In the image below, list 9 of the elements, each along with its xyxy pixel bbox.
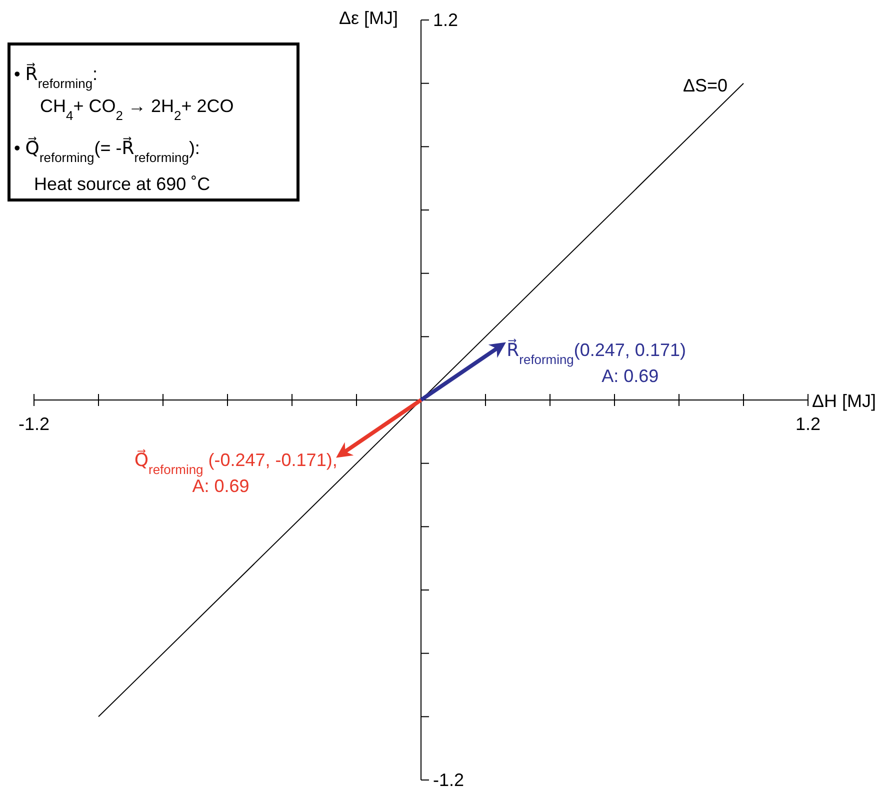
annotation: • Q⃗$_{reforming}$(= -R⃗$_{reforming}$): xyxy=(14,136,200,164)
annotation: Heat source at 690 ˚C xyxy=(34,174,210,194)
annotation: ΔS=0 xyxy=(682,75,728,96)
x-axis-title: ΔH [MJ] xyxy=(812,391,876,411)
annotation: • R⃗$_{reforming}$: xyxy=(14,62,98,90)
annotation: R⃗$_{reforming}$(0.247, 0.171) A: 0.69 xyxy=(506,338,686,386)
annotation: Q⃗$_{reforming}$ (-0.247, -0.171), A: 0.69 xyxy=(134,448,338,496)
y-axis-title: Δε [MJ] xyxy=(338,8,398,28)
annotation: CH$_{4}$+ CO$_{2}$ → 2H$_{2}$+ 2CO xyxy=(40,96,234,122)
